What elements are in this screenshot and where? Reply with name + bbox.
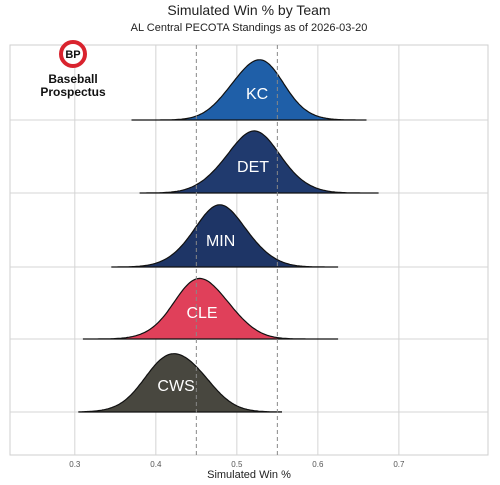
logo-line1: Baseball (48, 72, 97, 86)
ridge-label-cws: CWS (157, 378, 194, 395)
ridge-kc (131, 59, 367, 121)
ridges: KC DET MIN CLE CWS (78, 59, 379, 413)
ridge-label-cle: CLE (186, 305, 217, 322)
ridge-det (139, 130, 379, 194)
ridge-cle (82, 277, 339, 340)
reference-lines (195, 45, 278, 455)
ridge-cws (78, 353, 282, 413)
x-tick-label-0.3: 0.3 (69, 460, 81, 469)
x-tick-label-0.5: 0.5 (231, 460, 243, 469)
chart-subtitle: AL Central PECOTA Standings as of 2026-0… (131, 22, 368, 34)
ridge-label-det: DET (237, 159, 269, 176)
x-tick-label-0.6: 0.6 (312, 460, 324, 469)
chart-title: Simulated Win % by Team (167, 2, 330, 18)
x-tick-label-0.4: 0.4 (150, 460, 162, 469)
x-axis-label: Simulated Win % (207, 469, 291, 481)
logo-line2: Prospectus (40, 85, 106, 99)
logo-ring-icon (59, 40, 87, 68)
logo-badge-text: BP (65, 49, 80, 61)
x-tick-label-0.7: 0.7 (393, 460, 405, 469)
ridge-label-min: MIN (206, 233, 235, 250)
baseball-prospectus-logo: BP Baseball Prospectus (40, 40, 106, 99)
x-ticks: 0.3 0.4 0.5 0.6 0.7 (69, 460, 405, 469)
ridge-label-kc: KC (246, 86, 268, 103)
ridge-min (111, 204, 339, 268)
